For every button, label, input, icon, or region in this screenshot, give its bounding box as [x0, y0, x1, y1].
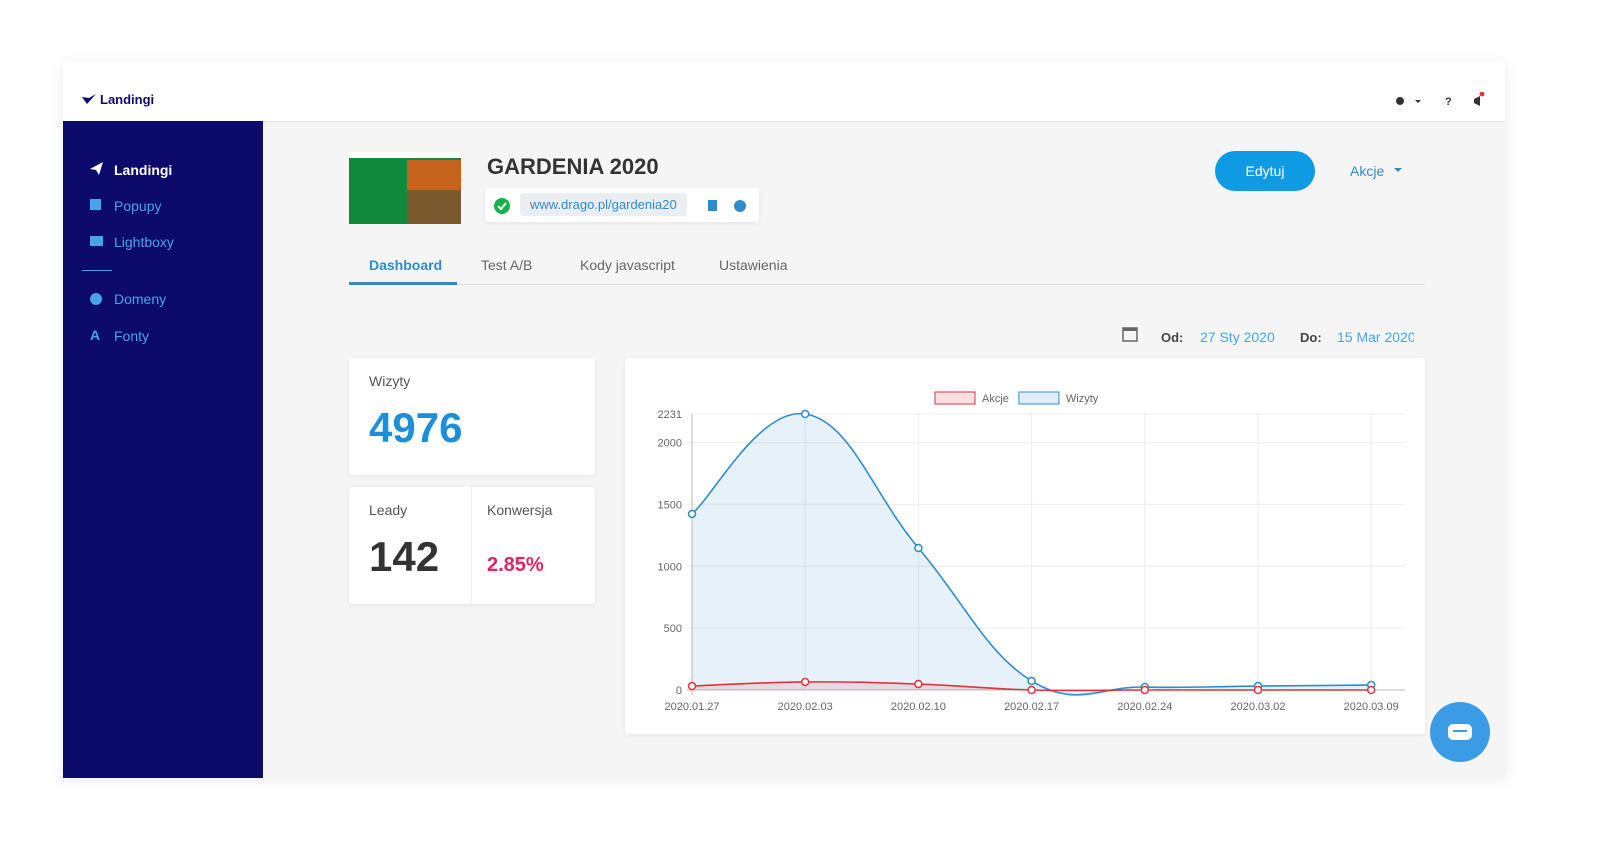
tab[interactable]: Ustawienia — [719, 257, 788, 273]
data-point — [800, 409, 810, 419]
nav-item[interactable]: Popupy — [114, 198, 162, 214]
data-point — [1140, 685, 1150, 695]
account-icon[interactable] — [1396, 97, 1404, 105]
chart: 0 500 1000 1500 2000 2231 2020.01.27 2020.02.03… — [658, 391, 1405, 713]
globe-icon[interactable] — [734, 200, 746, 212]
series-area — [692, 681, 1372, 691]
stat-value: 142 — [369, 533, 440, 580]
from-date[interactable]: 27 Sty 2020 — [1200, 329, 1275, 345]
divider — [82, 270, 112, 271]
url-box: www.drago.pl/gardenia20 — [485, 188, 759, 222]
data-point — [1027, 676, 1036, 686]
legend-label: Akcje — [982, 393, 1009, 405]
page-url[interactable]: www.drago.pl/gardenia20 — [520, 193, 687, 216]
page-thumbnail[interactable] — [349, 152, 461, 224]
nav-item[interactable]: Landingi — [114, 162, 173, 178]
stat-value: 2.85% — [487, 554, 544, 576]
chart-card: 0 500 1000 1500 2000 2231 2020.01.27 2020.02.03… — [625, 358, 1425, 734]
edit-button[interactable]: Edytuj — [1215, 151, 1315, 191]
data-point — [1253, 685, 1263, 695]
x-tick-label: 2020.02.24 — [1117, 701, 1172, 713]
sidebar: A Landingi Popupy Lightboxy Domeny Fonty — [63, 121, 263, 778]
stat-label: Konwersja — [487, 502, 553, 518]
actions-caret — [1394, 168, 1402, 172]
y-tick-label: 0 — [676, 685, 682, 697]
y-tick-label: 2231 — [658, 409, 682, 421]
y-tick-label: 500 — [664, 623, 682, 635]
data-point — [687, 509, 697, 519]
data-point — [914, 679, 923, 689]
legend-swatch — [1018, 391, 1060, 405]
copy-icon[interactable] — [708, 200, 717, 211]
series-area — [692, 413, 1372, 695]
status-ok — [494, 198, 510, 214]
from-label: Od: — [1161, 330, 1184, 345]
logo-icon — [82, 94, 96, 104]
x-tick-label: 2020.02.17 — [1004, 701, 1059, 713]
tab[interactable]: Dashboard — [369, 257, 443, 273]
actions-menu[interactable]: Akcje — [1350, 163, 1385, 179]
data-point — [1366, 685, 1376, 695]
url-icons — [708, 200, 746, 212]
y-tick-label: 1500 — [658, 499, 682, 511]
y-tick-label: 1000 — [658, 561, 682, 573]
to-label: Do: — [1300, 330, 1322, 345]
app-window: Landingi ? A Landingi Popupy Lightboxy D… — [63, 62, 1505, 778]
top-bar: Landingi ? — [63, 62, 1505, 122]
legend-label: Wizyty — [1066, 393, 1099, 405]
divider — [471, 487, 472, 604]
legend-swatch — [934, 391, 976, 405]
x-tick-label: 2020.03.02 — [1230, 701, 1285, 713]
leads-card: Leady 142 Konwersja 2.85% — [349, 487, 595, 604]
chat-button[interactable] — [1428, 700, 1492, 764]
top-icons: ? — [1396, 92, 1485, 108]
nav-item[interactable]: Fonty — [114, 328, 150, 344]
svg-text:A: A — [90, 327, 100, 343]
tab[interactable]: Kody javascript — [580, 257, 675, 273]
stat-label: Wizyty — [369, 373, 411, 389]
stat-value: 4976 — [369, 404, 463, 451]
nav-item[interactable]: Lightboxy — [114, 234, 174, 250]
x-tick-label: 2020.02.03 — [778, 701, 833, 713]
data-point — [1027, 685, 1036, 695]
help-icon[interactable]: ? — [1445, 96, 1452, 108]
tabs-line — [349, 284, 1425, 285]
notify-dot — [1479, 92, 1485, 97]
x-tick-label: 2020.01.27 — [664, 701, 719, 713]
data-point — [800, 677, 810, 687]
tab[interactable]: Test A/B — [481, 257, 533, 273]
stat-label: Leady — [369, 502, 408, 518]
calendar-icon[interactable] — [1122, 326, 1138, 342]
y-tick-label: 2000 — [658, 438, 682, 450]
page-title: GARDENIA 2020 — [487, 154, 659, 179]
logo: Landingi — [100, 92, 155, 107]
nav-item[interactable]: Domeny — [114, 291, 167, 307]
x-tick-label: 2020.02.10 — [891, 701, 946, 713]
visits-card: Wizyty 4976 — [349, 358, 595, 475]
caret[interactable] — [1415, 100, 1421, 103]
notify-icon[interactable] — [1474, 96, 1480, 106]
x-tick-label: 2020.03.09 — [1344, 701, 1399, 713]
data-point — [687, 681, 697, 691]
to-date[interactable]: 15 Mar 2020 — [1337, 329, 1414, 345]
sidebar-icons: A — [90, 162, 103, 343]
data-point — [914, 543, 923, 553]
active-tab-bar — [349, 282, 457, 285]
